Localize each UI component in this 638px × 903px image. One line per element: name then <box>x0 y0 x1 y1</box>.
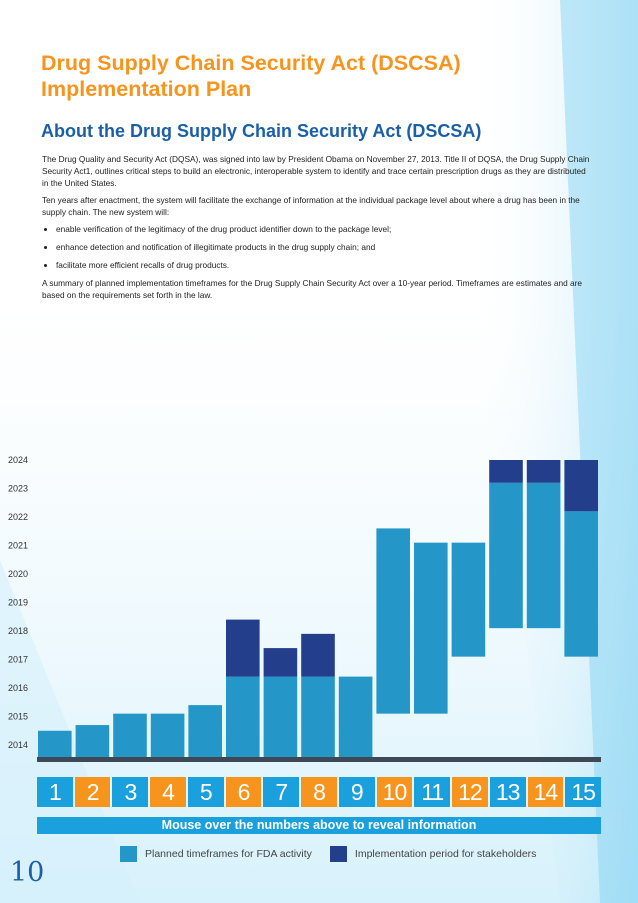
bar-fda-3[interactable] <box>113 713 147 757</box>
mouse-over-instruction: Mouse over the numbers above to reveal i… <box>37 817 601 834</box>
timeline-chart: 2014 2015 2016 2017 2018 2019 2020 2021 2022 2023… <box>0 440 638 770</box>
bullet-item: enable verification of the legitimacy of… <box>56 223 590 235</box>
bar-fda-4[interactable] <box>150 713 185 757</box>
bar-fda-10[interactable] <box>376 528 410 714</box>
legend-label-fda: Planned timeframes for FDA activity <box>145 848 312 860</box>
y-tick-label: 2022 <box>8 512 28 522</box>
bar-fda-14[interactable] <box>526 482 561 629</box>
paragraph-3: A summary of planned implementation time… <box>42 278 583 300</box>
y-tick-label: 2020 <box>8 569 28 579</box>
bar-fda-11[interactable] <box>414 542 448 714</box>
number-button-15[interactable]: 15 <box>565 777 602 807</box>
number-button-1[interactable]: 1 <box>37 777 73 807</box>
number-button-3[interactable]: 3 <box>112 777 149 807</box>
number-button-8[interactable]: 8 <box>301 777 337 807</box>
bullet-item: facilitate more efficient recalls of dru… <box>56 259 590 271</box>
y-tick-label: 2019 <box>8 598 28 608</box>
legend-swatch-stakeholders <box>329 846 347 862</box>
page-title: Drug Supply Chain Security Act (DSCSA) I… <box>41 50 601 102</box>
number-button-14[interactable]: 14 <box>527 777 564 807</box>
y-tick-label: 2021 <box>8 541 28 551</box>
number-button-4[interactable]: 4 <box>150 777 186 807</box>
bar-fda-12[interactable] <box>451 542 486 657</box>
bar-stakeholder-13[interactable] <box>489 460 523 483</box>
number-button-9[interactable]: 9 <box>338 777 375 807</box>
number-button-13[interactable]: 13 <box>489 777 526 807</box>
bar-fda-7[interactable] <box>263 676 298 757</box>
bar-stakeholder-7[interactable] <box>263 648 298 677</box>
bar-fda-13[interactable] <box>489 482 523 629</box>
bar-stakeholder-8[interactable] <box>301 633 335 677</box>
number-button-11[interactable]: 11 <box>414 777 451 807</box>
bar-fda-1[interactable] <box>38 730 72 757</box>
chart-legend: Planned timeframes for FDA activity Impl… <box>120 845 554 863</box>
number-button-6[interactable]: 6 <box>225 777 262 807</box>
number-button-12[interactable]: 12 <box>452 777 488 807</box>
title-line-1: Drug Supply Chain Security Act (DSCSA) <box>41 51 461 75</box>
number-button-2[interactable]: 2 <box>74 777 111 807</box>
title-line-2: Implementation Plan <box>41 77 252 101</box>
y-tick-label: 2016 <box>8 683 28 693</box>
legend-item-fda: Planned timeframes for FDA activity <box>120 846 312 862</box>
number-button-10[interactable]: 10 <box>376 777 413 807</box>
bullet-list: enable verification of the legitimacy of… <box>42 223 590 271</box>
y-tick-label: 2023 <box>8 484 28 494</box>
y-tick-label: 2017 <box>8 655 28 665</box>
bullet-item: enhance detection and notification of il… <box>56 241 590 253</box>
y-tick-label: 2024 <box>8 455 28 465</box>
number-button-7[interactable]: 7 <box>263 777 300 807</box>
legend-label-stakeholders: Implementation period for stakeholders <box>354 848 537 860</box>
bar-stakeholder-15[interactable] <box>564 460 598 512</box>
x-axis-bar <box>37 757 601 762</box>
y-tick-label: 2014 <box>8 740 28 750</box>
y-tick-label: 2015 <box>8 712 28 722</box>
bar-fda-8[interactable] <box>301 676 335 757</box>
legend-item-stakeholders: Implementation period for stakeholders <box>329 846 537 862</box>
number-strip: 1 2 3 4 5 6 7 8 9 10 11 12 13 14 15 <box>37 777 602 807</box>
bar-fda-9[interactable] <box>338 676 373 757</box>
paragraph-1: The Drug Quality and Security Act (DQSA)… <box>42 154 590 188</box>
bar-fda-2[interactable] <box>75 725 110 757</box>
bar-fda-5[interactable] <box>188 705 222 757</box>
section-subtitle: About the Drug Supply Chain Security Act… <box>41 121 482 141</box>
bar-fda-6[interactable] <box>226 676 260 757</box>
timeline-chart-svg: 2014 2015 2016 2017 2018 2019 2020 2021 2022 2023… <box>8 455 601 762</box>
number-button-5[interactable]: 5 <box>187 777 224 807</box>
bar-stakeholder-14[interactable] <box>526 460 561 483</box>
y-tick-label: 2018 <box>8 626 28 636</box>
page-number: 10 <box>10 857 45 888</box>
body-text: The Drug Quality and Security Act (DQSA)… <box>42 153 590 306</box>
bar-stakeholder-6[interactable] <box>226 619 260 677</box>
bar-fda-15[interactable] <box>564 511 598 657</box>
paragraph-2: Ten years after enactment, the system wi… <box>42 195 580 217</box>
legend-swatch-fda <box>120 846 137 862</box>
